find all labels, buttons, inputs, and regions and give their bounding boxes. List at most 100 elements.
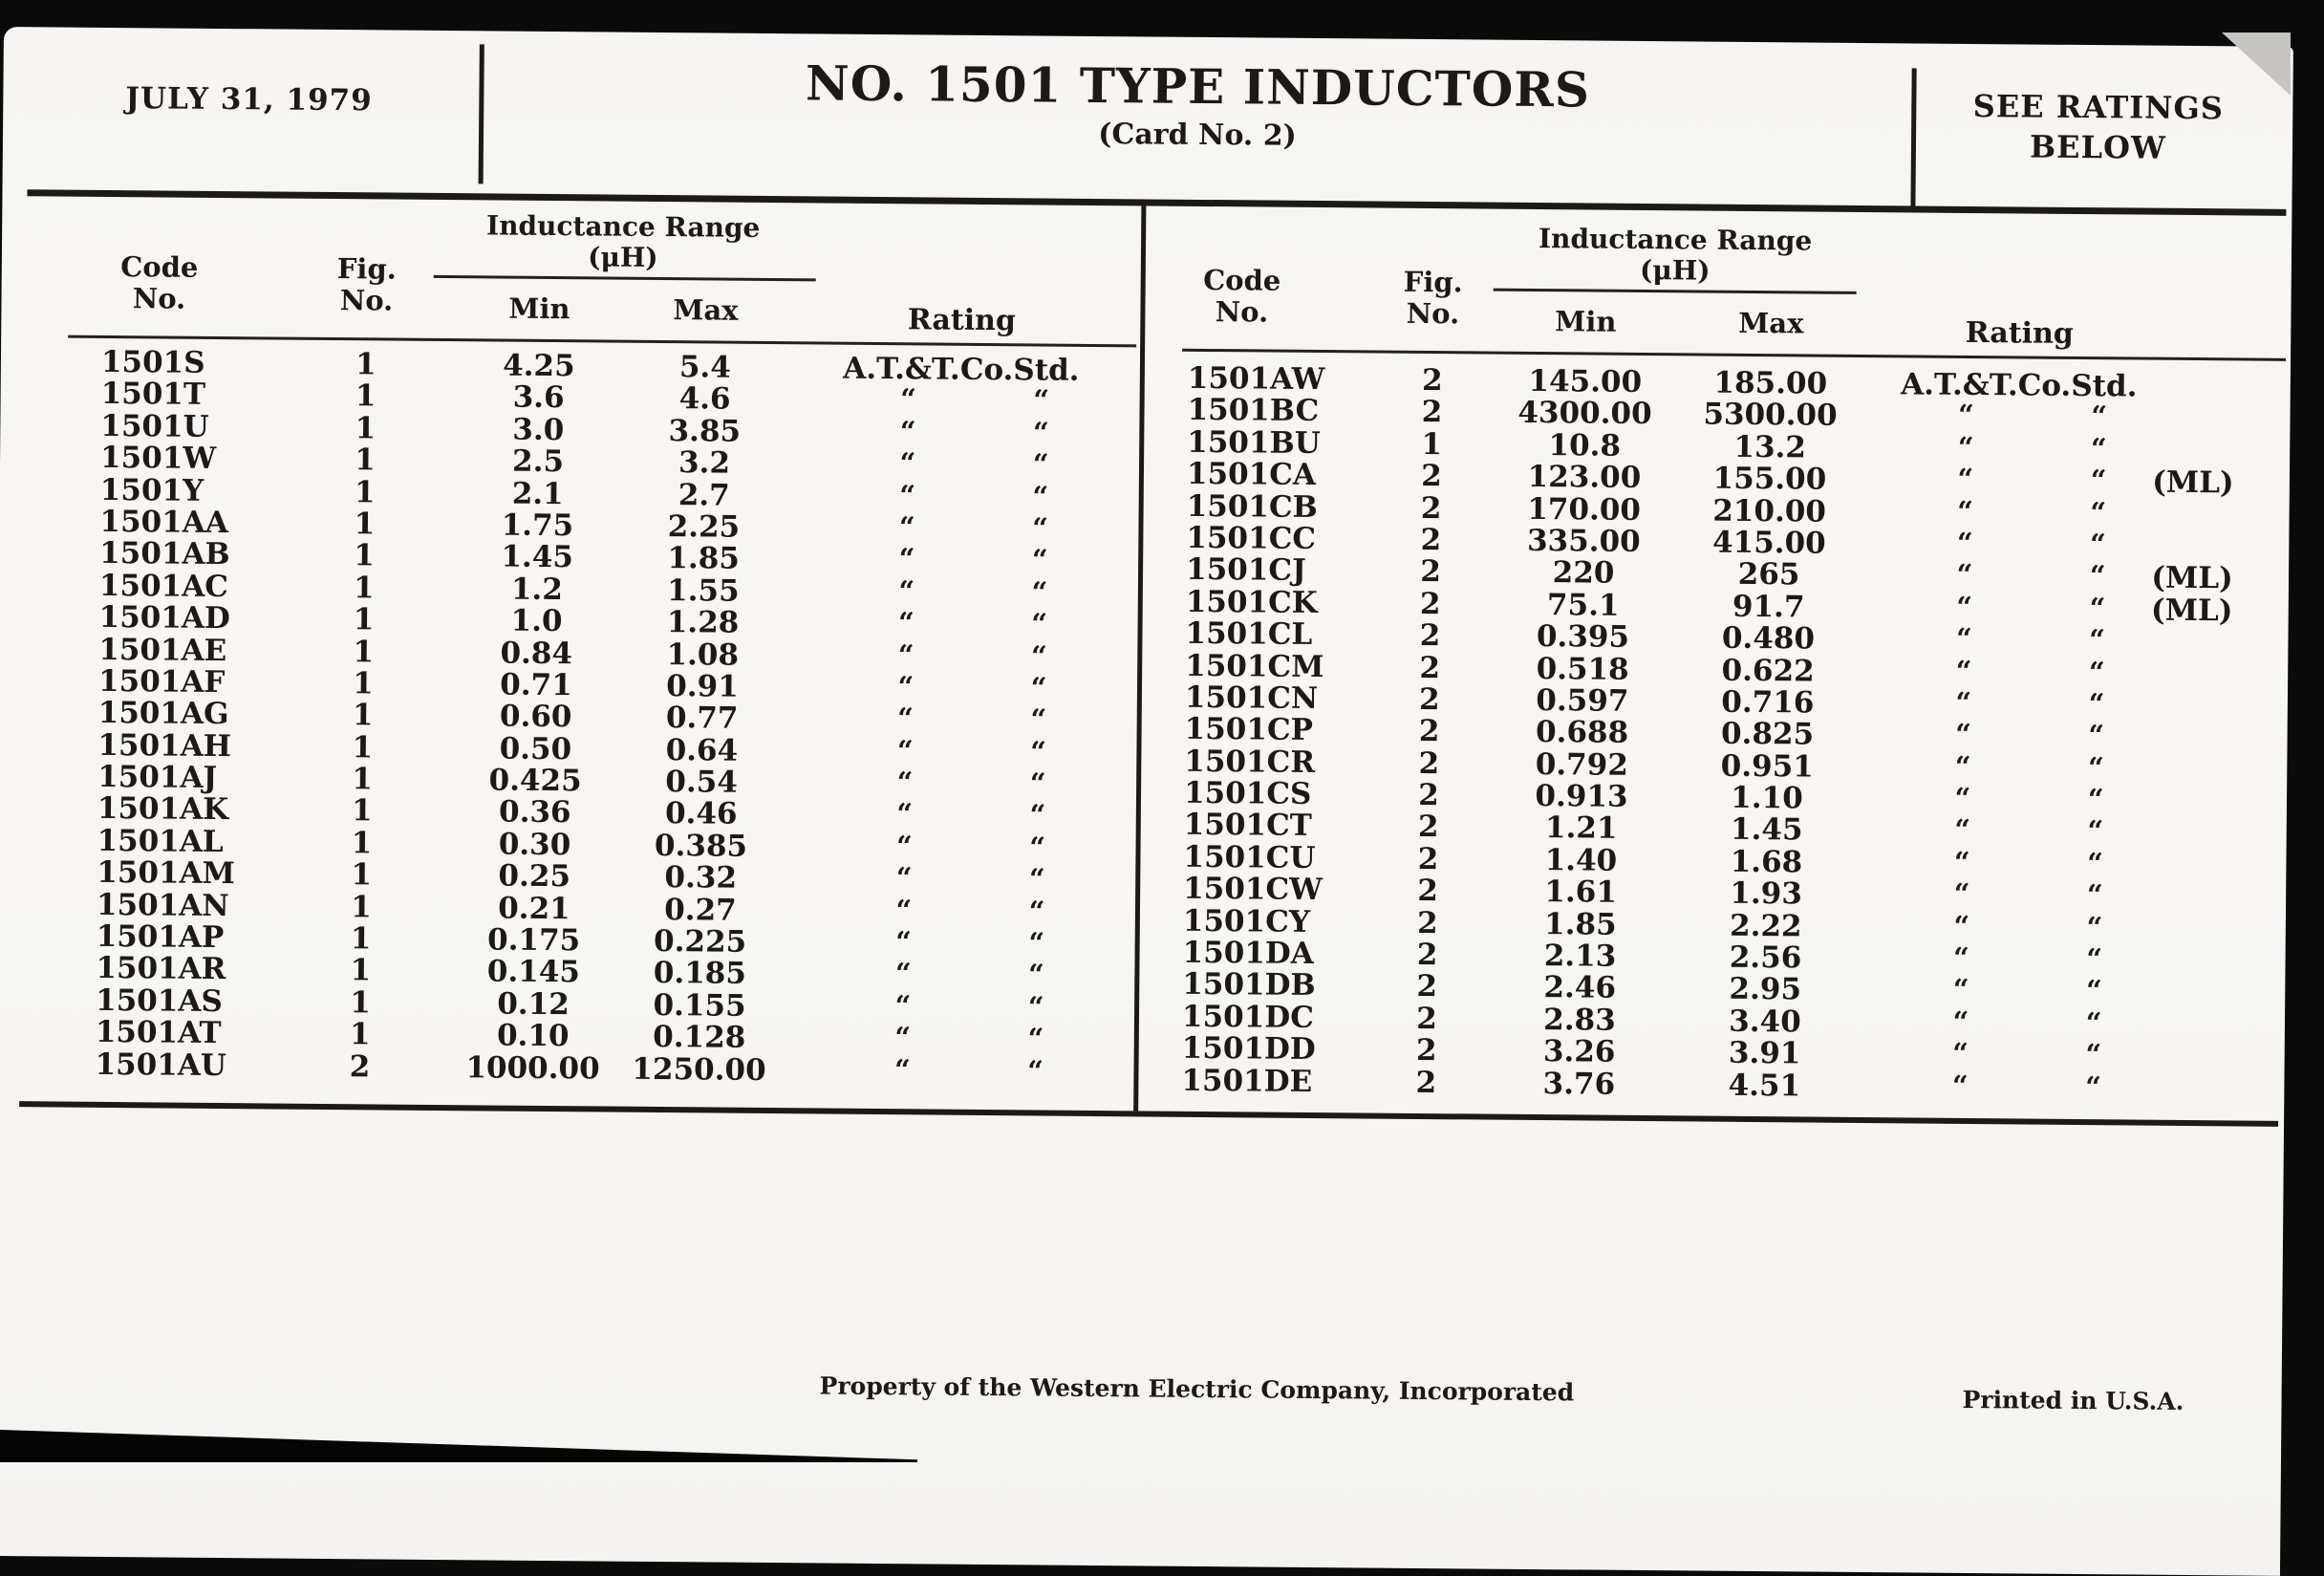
right-rating-header: Rating — [1965, 315, 2074, 351]
rating-cell: ““ — [1875, 940, 2152, 978]
max-cell: 265 — [1737, 557, 1800, 593]
rating-cell: ““ — [1876, 845, 2153, 882]
page-title: NO. 1501 TYPE INDUCTORS — [805, 54, 1591, 119]
code-cell: 1501BC — [1187, 393, 1320, 429]
see-ratings-line2: BELOW — [2029, 128, 2167, 166]
left-min-header: Min — [508, 291, 570, 326]
fig-cell: 2 — [1418, 681, 1440, 718]
rating-cell: ““ — [1875, 1037, 2152, 1073]
code-cell: 1501CS — [1183, 775, 1312, 812]
ditto-mark: “ — [1956, 590, 1973, 623]
rating-cell: ““ — [1880, 431, 2157, 467]
code-cell: 1501CP — [1184, 712, 1314, 748]
ditto-mark: “ — [2087, 783, 2104, 816]
code-cell: 1501DE — [1181, 1063, 1313, 1099]
printed-note: Printed in U.S.A. — [1962, 1385, 2184, 1415]
see-ratings-line1: SEE RATINGS — [1972, 87, 2225, 127]
rating-cell: ““ — [1880, 399, 2157, 436]
rating-cell: ““ — [1878, 621, 2155, 658]
ditto-mark: “ — [1952, 940, 1969, 975]
ditto-mark: “ — [1953, 845, 1970, 878]
fig-cell: 2 — [1419, 618, 1441, 654]
ditto-mark: “ — [2090, 431, 2107, 465]
max-cell: 91.7 — [1732, 589, 1805, 625]
fig-cell: 2 — [1416, 1001, 1437, 1036]
min-cell: 335.00 — [1526, 523, 1641, 559]
code-cell: 1501CB — [1186, 488, 1318, 525]
code-cell: 1501CL — [1185, 615, 1313, 653]
max-cell: 0.480 — [1721, 620, 1816, 657]
left-fig-header: Fig. No. — [336, 252, 397, 317]
min-cell: 0.792 — [1535, 746, 1629, 783]
fig-cell: 2 — [1419, 586, 1441, 621]
rating-cell: ““ — [1879, 590, 2156, 627]
fig-cell: 2 — [1416, 937, 1438, 973]
code-cell: 1501DD — [1181, 1031, 1316, 1068]
ditto-mark: “ — [2086, 942, 2103, 976]
min-cell: 0.395 — [1536, 619, 1630, 655]
min-cell: 1.61 — [1544, 874, 1618, 911]
max-cell: 3.40 — [1729, 1004, 1801, 1040]
code-cell: 1501BU — [1187, 424, 1321, 461]
ditto-mark: “ — [2087, 846, 2104, 880]
right-fig-header: Fig. No. — [1403, 265, 1463, 331]
left-max-header: Max — [673, 293, 739, 327]
fig-cell: 2 — [1420, 490, 1442, 526]
ditto-mark: “ — [1957, 399, 1974, 432]
min-cell: 170.00 — [1527, 491, 1642, 528]
right-code-header: Code No. — [1203, 263, 1281, 329]
fig-cell: 2 — [1417, 841, 1439, 876]
ditto-mark: “ — [1952, 1037, 1969, 1070]
left-code-header: Code No. — [120, 250, 199, 315]
rating-cell: ““ — [1879, 526, 2156, 563]
ditto-mark: “ — [2091, 399, 2108, 433]
ditto-mark: “ — [2089, 591, 2106, 624]
min-cell: 75.1 — [1546, 587, 1620, 623]
code-cell: 1501CY — [1182, 903, 1311, 939]
min-cell: 1.85 — [1543, 906, 1617, 942]
min-cell: 0.688 — [1535, 715, 1629, 751]
ditto-mark: “ — [2089, 559, 2106, 593]
max-cell: 185.00 — [1713, 365, 1828, 401]
ditto-mark: “ — [2088, 655, 2105, 688]
ditto-mark: “ — [2085, 1069, 2101, 1103]
rating-cell: ““ — [1875, 973, 2152, 1010]
ditto-mark: “ — [1957, 463, 1974, 496]
ditto-mark: “ — [1956, 558, 1973, 592]
fig-cell: 2 — [1416, 905, 1438, 940]
min-cell: 220 — [1552, 555, 1615, 592]
min-cell: 123.00 — [1527, 460, 1642, 496]
code-cell: 1501CK — [1185, 584, 1318, 620]
rating-cell: ““ — [1875, 1005, 2152, 1042]
fig-cell: 2 — [1420, 522, 1442, 558]
min-cell: 10.8 — [1548, 427, 1622, 464]
ditto-mark: “ — [1955, 621, 1972, 656]
ditto-mark: “ — [1953, 877, 1970, 911]
rating-cell: ““ — [1878, 654, 2155, 691]
ditto-mark: “ — [1952, 973, 1969, 1006]
max-cell: 1.45 — [1730, 812, 1803, 848]
max-cell: 0.622 — [1721, 653, 1815, 689]
card-subtitle: (Card No. 2) — [1098, 117, 1298, 153]
fig-cell: 2 — [1417, 874, 1439, 909]
fig-cell: 2 — [1415, 1065, 1437, 1100]
rating-cell: ““ — [1876, 877, 2153, 914]
ditto-mark: “ — [2085, 974, 2102, 1007]
left-inductance-range-header: Inductance Range (μH) — [485, 209, 761, 273]
ditto-mark: “ — [1956, 526, 1973, 559]
fig-cell: 2 — [1420, 459, 1442, 494]
code-cell: 1501CU — [1183, 839, 1316, 875]
min-cell: 3.76 — [1542, 1066, 1616, 1102]
header-rule — [27, 189, 2287, 216]
fig-cell: 2 — [1420, 554, 1442, 590]
rating-cell: ““ — [1877, 813, 2154, 851]
min-cell: 145.00 — [1528, 363, 1643, 399]
max-cell: 1.10 — [1731, 780, 1803, 816]
left-range-underline — [433, 274, 816, 282]
max-cell: 3.91 — [1728, 1035, 1801, 1071]
note-cell: (ML) — [2151, 560, 2233, 596]
ditto-mark: “ — [1954, 781, 1971, 815]
card-paper: JULY 31, 1979 NO. 1501 TYPE INDUCTORS (C… — [0, 27, 2293, 1576]
fig-cell: 2 — [1421, 395, 1443, 430]
max-cell: 415.00 — [1711, 525, 1826, 561]
